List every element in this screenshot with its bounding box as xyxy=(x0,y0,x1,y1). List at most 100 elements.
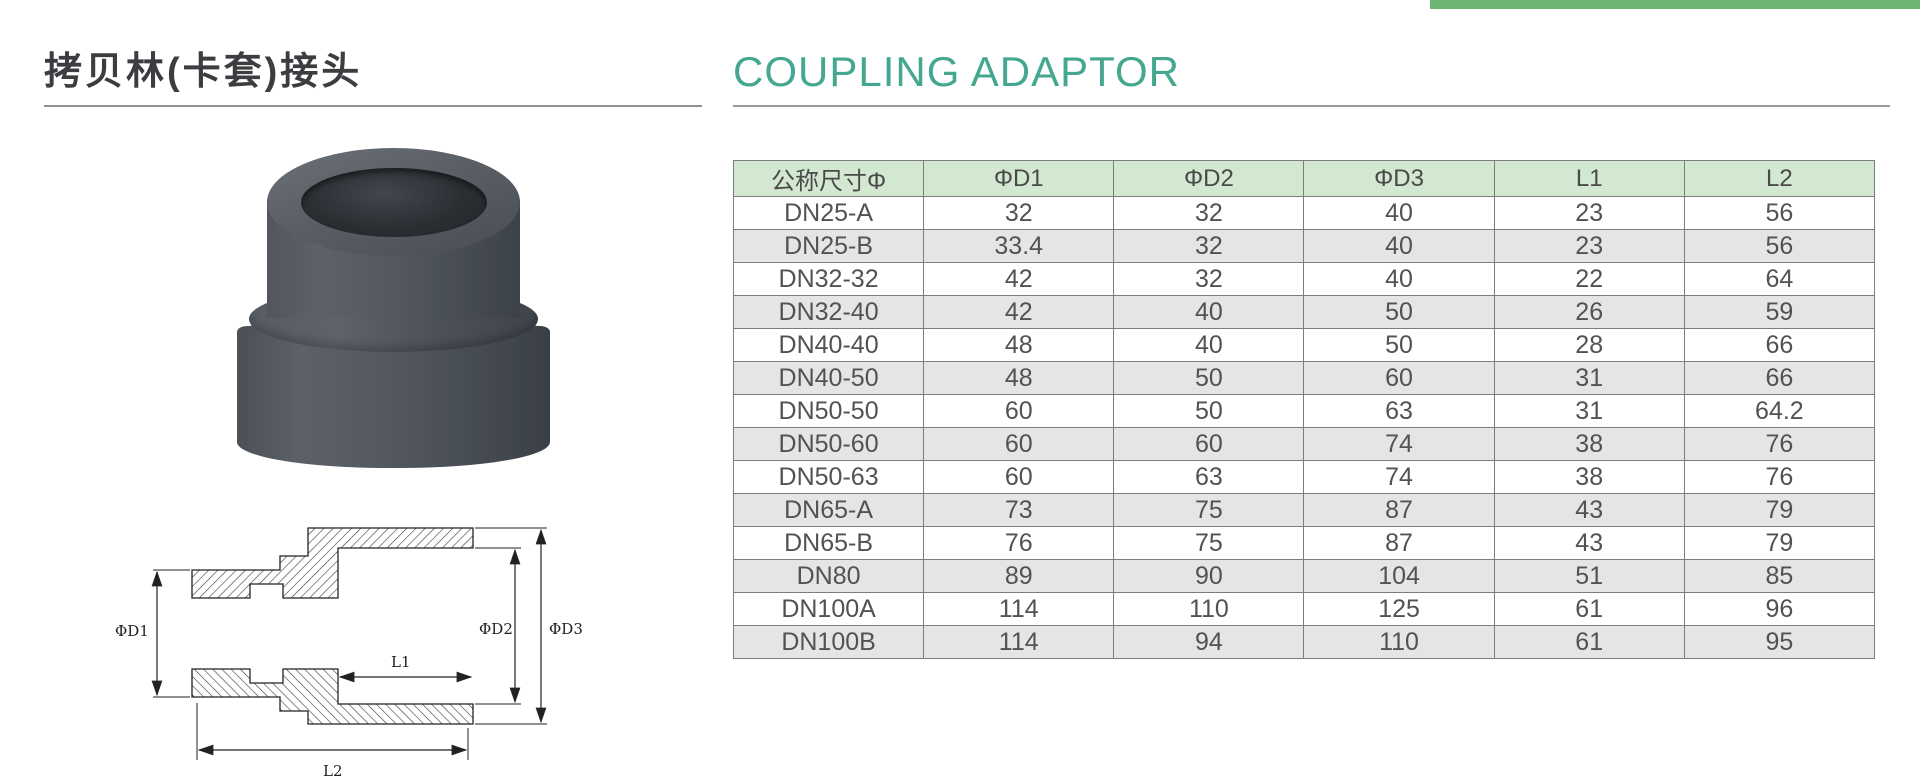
divider-left xyxy=(44,105,702,107)
table-row: DN50-63 60 63 74 38 76 xyxy=(732,460,1876,494)
value-cell: 32 xyxy=(1113,262,1305,296)
value-cell: 76 xyxy=(1683,460,1876,494)
value-cell: 60 xyxy=(1113,427,1305,461)
column-header: L2 xyxy=(1683,160,1876,197)
page-title-chinese: 拷贝林(卡套)接头 xyxy=(44,51,363,93)
table-row: DN50-60 60 60 74 38 76 xyxy=(732,427,1876,461)
size-cell: DN100A xyxy=(732,592,925,626)
size-cell: DN40-40 xyxy=(732,328,925,362)
column-header: ΦD1 xyxy=(923,160,1115,197)
value-cell: 114 xyxy=(923,625,1115,659)
table-row: DN25-A 32 32 40 23 56 xyxy=(732,196,1876,230)
value-cell: 23 xyxy=(1493,196,1685,230)
size-cell: DN65-B xyxy=(732,526,925,560)
table-row: DN100B 114 94 110 61 95 xyxy=(732,625,1876,659)
photo-bore-opening xyxy=(301,168,487,237)
value-cell: 114 xyxy=(923,592,1115,626)
value-cell: 50 xyxy=(1113,361,1305,395)
table-row: DN100A 114 110 125 61 96 xyxy=(732,592,1876,626)
value-cell: 63 xyxy=(1113,460,1305,494)
value-cell: 96 xyxy=(1683,592,1876,626)
value-cell: 43 xyxy=(1493,526,1685,560)
column-header: L1 xyxy=(1493,160,1685,197)
value-cell: 75 xyxy=(1113,493,1305,527)
size-cell: DN65-A xyxy=(732,493,925,527)
table-row: DN32-32 42 32 40 22 64 xyxy=(732,262,1876,296)
accent-bar xyxy=(1430,0,1920,9)
size-cell: DN50-50 xyxy=(732,394,925,428)
value-cell: 42 xyxy=(923,262,1115,296)
value-cell: 51 xyxy=(1493,559,1685,593)
table-row: DN40-50 48 50 60 31 66 xyxy=(732,361,1876,395)
spec-table: 公称尺寸Φ ΦD1 ΦD2 ΦD3 L1 L2 DN25-A 32 32 40 23 56 DN25-… xyxy=(732,160,1876,659)
spec-table-body: DN25-A 32 32 40 23 56 DN25-B 33.4 32 40 23 56 DN32-3… xyxy=(732,196,1876,659)
value-cell: 75 xyxy=(1113,526,1305,560)
value-cell: 50 xyxy=(1303,295,1495,329)
value-cell: 40 xyxy=(1113,295,1305,329)
size-cell: DN50-60 xyxy=(732,427,925,461)
size-cell: DN32-40 xyxy=(732,295,925,329)
value-cell: 85 xyxy=(1683,559,1876,593)
value-cell: 38 xyxy=(1493,427,1685,461)
value-cell: 76 xyxy=(923,526,1115,560)
value-cell: 87 xyxy=(1303,493,1495,527)
value-cell: 56 xyxy=(1683,196,1876,230)
value-cell: 61 xyxy=(1493,592,1685,626)
value-cell: 26 xyxy=(1493,295,1685,329)
header-row: 公称尺寸Φ ΦD1 ΦD2 ΦD3 L1 L2 xyxy=(732,160,1876,197)
value-cell: 64.2 xyxy=(1683,394,1876,428)
value-cell: 73 xyxy=(923,493,1115,527)
value-cell: 48 xyxy=(923,328,1115,362)
size-cell: DN25-A xyxy=(732,196,925,230)
page-title-english: COUPLING ADAPTOR xyxy=(733,48,1180,95)
table-row: DN25-B 33.4 32 40 23 56 xyxy=(732,229,1876,263)
technical-drawing: ΦD1 ΦD2 ΦD3 L1 L2 xyxy=(115,527,583,780)
value-cell: 43 xyxy=(1493,493,1685,527)
value-cell: 60 xyxy=(923,427,1115,461)
value-cell: 110 xyxy=(1303,625,1495,659)
spec-table-head: 公称尺寸Φ ΦD1 ΦD2 ΦD3 L1 L2 xyxy=(732,160,1876,197)
value-cell: 33.4 xyxy=(923,229,1115,263)
value-cell: 76 xyxy=(1683,427,1876,461)
value-cell: 22 xyxy=(1493,262,1685,296)
table-row: DN65-B 76 75 87 43 79 xyxy=(732,526,1876,560)
dim-label-l2: L2 xyxy=(323,762,343,780)
value-cell: 60 xyxy=(923,460,1115,494)
value-cell: 40 xyxy=(1303,229,1495,263)
value-cell: 42 xyxy=(923,295,1115,329)
size-cell: DN32-32 xyxy=(732,262,925,296)
value-cell: 79 xyxy=(1683,526,1876,560)
drawing-top-wall xyxy=(191,527,474,599)
value-cell: 32 xyxy=(1113,196,1305,230)
table-row: DN65-A 73 75 87 43 79 xyxy=(732,493,1876,527)
value-cell: 125 xyxy=(1303,592,1495,626)
value-cell: 89 xyxy=(923,559,1115,593)
column-header: 公称尺寸Φ xyxy=(732,160,925,197)
value-cell: 60 xyxy=(923,394,1115,428)
value-cell: 48 xyxy=(923,361,1115,395)
divider-right xyxy=(733,105,1890,107)
dim-label-d3: ΦD3 xyxy=(549,620,583,638)
value-cell: 32 xyxy=(923,196,1115,230)
value-cell: 40 xyxy=(1113,328,1305,362)
value-cell: 40 xyxy=(1303,196,1495,230)
value-cell: 61 xyxy=(1493,625,1685,659)
value-cell: 104 xyxy=(1303,559,1495,593)
value-cell: 94 xyxy=(1113,625,1305,659)
table-row: DN80 89 90 104 51 85 xyxy=(732,559,1876,593)
table-row: DN40-40 48 40 50 28 66 xyxy=(732,328,1876,362)
value-cell: 31 xyxy=(1493,361,1685,395)
value-cell: 63 xyxy=(1303,394,1495,428)
dim-label-l1: L1 xyxy=(391,653,411,671)
drawing-bottom-wall xyxy=(191,668,474,725)
value-cell: 38 xyxy=(1493,460,1685,494)
value-cell: 74 xyxy=(1303,460,1495,494)
column-header: ΦD2 xyxy=(1113,160,1305,197)
value-cell: 110 xyxy=(1113,592,1305,626)
dim-label-d1: ΦD1 xyxy=(115,622,149,640)
size-cell: DN40-50 xyxy=(732,361,925,395)
value-cell: 50 xyxy=(1303,328,1495,362)
table-row: DN50-50 60 50 63 31 64.2 xyxy=(732,394,1876,428)
value-cell: 56 xyxy=(1683,229,1876,263)
value-cell: 59 xyxy=(1683,295,1876,329)
